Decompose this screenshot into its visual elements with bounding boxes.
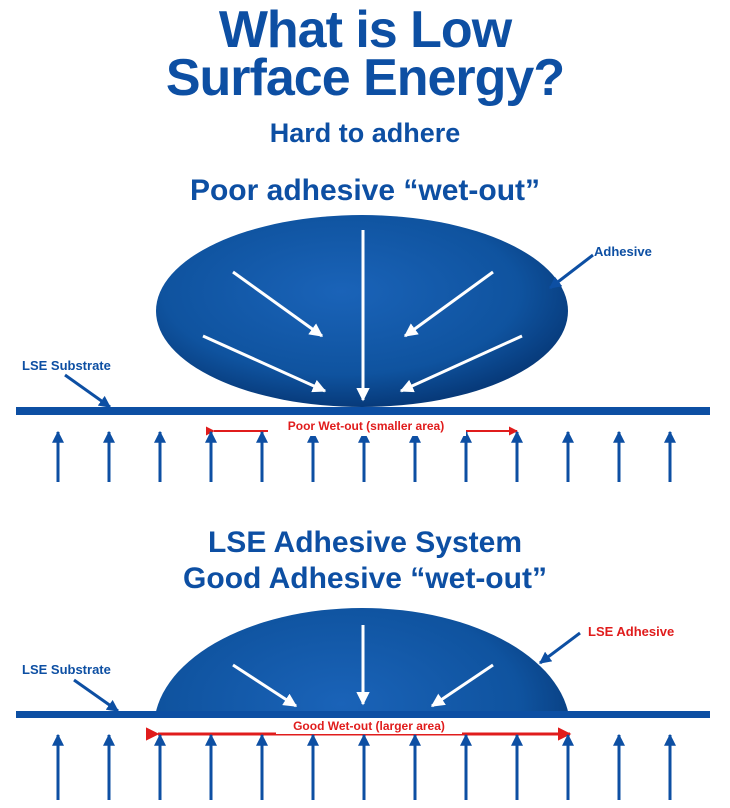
poor-wetout-diagram: Adhesive LSE Substrate Poor Wet-out (sma… xyxy=(16,215,710,482)
lse-adhesive-pointer-arrow xyxy=(539,631,581,665)
force-arrow xyxy=(399,334,523,393)
force-arrow xyxy=(202,334,327,393)
lse-system-heading: LSE Adhesive System xyxy=(207,526,523,559)
good-wetout-diagram: LSE Adhesive LSE Substrate Good Wet-out … xyxy=(16,608,710,800)
surface-energy-arrows xyxy=(52,430,676,482)
page-title-line-2: Surface Energy? xyxy=(165,49,565,107)
internal-force-arrows xyxy=(202,230,523,402)
lse-adhesive-label: LSE Adhesive xyxy=(588,624,674,639)
lse-substrate-label: LSE Substrate xyxy=(22,662,111,677)
wetout-label-bg xyxy=(268,418,466,436)
good-wetout-label: Good Wet-out (larger area) xyxy=(293,719,445,733)
substrate-pointer-arrow xyxy=(64,373,111,409)
adhesive-pointer-arrow xyxy=(549,253,594,290)
lse-substrate-label: LSE Substrate xyxy=(22,358,111,373)
surface-energy-arrows xyxy=(52,733,676,800)
force-arrow xyxy=(403,270,494,338)
subtitle: Hard to adhere xyxy=(269,118,461,148)
force-arrow xyxy=(232,270,324,338)
force-arrow xyxy=(430,663,494,708)
lse-substrate-line xyxy=(16,711,710,718)
poor-wetout-label: Poor Wet-out (smaller area) xyxy=(288,419,444,433)
wetout-label-bg xyxy=(276,718,462,734)
force-arrow xyxy=(232,663,298,708)
page-title-line-1: What is Low xyxy=(218,1,512,59)
substrate-pointer-arrow xyxy=(73,678,119,713)
lse-substrate-line xyxy=(16,407,710,415)
adhesive-label: Adhesive xyxy=(594,244,652,259)
poor-wetout-heading: Poor adhesive “wet-out” xyxy=(189,174,541,207)
internal-force-arrows xyxy=(232,625,494,708)
good-wetout-heading: Good Adhesive “wet-out” xyxy=(183,562,547,595)
